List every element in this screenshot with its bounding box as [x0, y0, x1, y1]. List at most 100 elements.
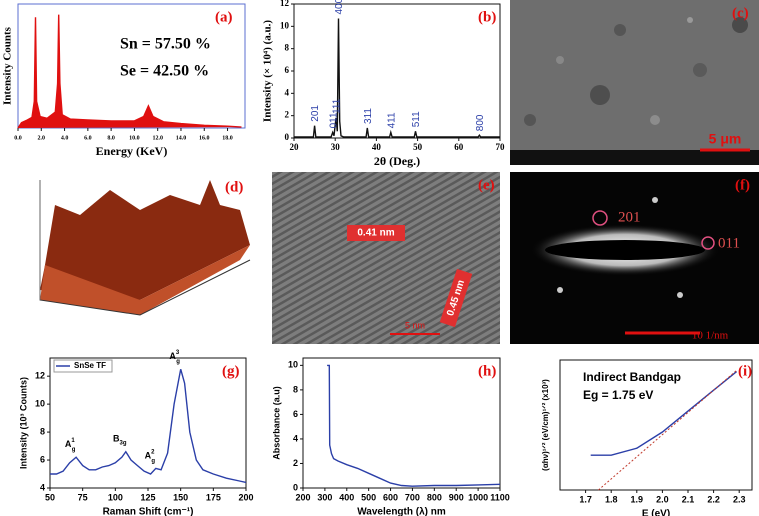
peak-label: 411 [386, 112, 397, 128]
x-tick-label: 8.0 [107, 135, 115, 141]
data-line [294, 18, 500, 138]
x-tick-label: 50 [45, 492, 55, 502]
x-tick-label: 14.0 [176, 135, 187, 141]
x-tick-label: 800 [427, 492, 442, 502]
peak-label: 311 [363, 108, 374, 124]
x-tick-label: 200 [295, 492, 310, 502]
peak-label: 111 [332, 98, 343, 114]
peak-label-sup: 2 [151, 449, 155, 455]
x-tick-label: 175 [206, 492, 221, 502]
ring-label: 201 [618, 209, 641, 225]
hrtem-image: 0.41 nm 0.45 nm 5 nm (e) [272, 172, 500, 344]
y-tick-label: 4 [285, 87, 290, 97]
annotation: Se = 42.50 % [120, 63, 209, 80]
y-tick-label: 2 [285, 110, 290, 120]
x-tick-label: 20 [290, 142, 300, 152]
x-tick-label: 500 [361, 492, 376, 502]
data-line [327, 364, 501, 487]
x-tick-label: 300 [317, 492, 332, 502]
x-tick-label: 1.8 [605, 494, 618, 504]
ring-label: 011 [718, 235, 740, 251]
x-tick-label: 1100 [490, 492, 510, 502]
y-tick-label: 12 [280, 0, 290, 8]
plot-frame [17, 3, 246, 129]
y-tick-label: 6 [285, 65, 290, 75]
peak-label: 511 [411, 111, 422, 127]
y-tick-label: 8 [285, 43, 290, 53]
scale-label: 5 μm [709, 131, 742, 147]
panel-label: (e) [478, 177, 495, 193]
x-tick-label: 4.0 [61, 135, 69, 141]
x-tick-label: 2.2 [707, 494, 720, 504]
plot-frame [302, 357, 501, 489]
peak-label-sub: g [72, 447, 76, 453]
peak-label-base: B [113, 434, 120, 444]
legend-box [53, 359, 113, 373]
y-axis-label: Intensity Counts [2, 26, 14, 105]
peak-label-base: A [65, 440, 72, 450]
x-tick-label: 6.0 [84, 135, 92, 141]
panel-label: (i) [738, 363, 752, 379]
panel-label: (c) [732, 5, 749, 21]
x-tick-label: 40 [372, 142, 382, 152]
x-tick-label: 50 [413, 142, 423, 152]
peak-label: 400 [334, 0, 345, 15]
x-tick-label: 200 [238, 492, 253, 502]
plot-frame [559, 359, 753, 491]
x-tick-label: 10.0 [129, 135, 140, 141]
peak-label: A1 g [65, 438, 76, 453]
peak-label-sup: 3 [176, 350, 180, 356]
y-tick-label: 8 [40, 426, 45, 436]
y-tick-label: 4 [293, 433, 298, 443]
x-tick-label: 125 [140, 492, 155, 502]
y-tick-label: 0 [285, 132, 290, 142]
x-axis-label: 2θ (Deg.) [374, 154, 420, 168]
x-tick-label: 2.0 [656, 494, 669, 504]
x-tick-label: 400 [339, 492, 354, 502]
y-tick-label: 12 [35, 371, 45, 381]
data-line [50, 369, 247, 484]
peak-label: A3 g [169, 350, 180, 365]
peak-label-base: A [169, 352, 176, 362]
x-tick-label: 75 [78, 492, 88, 502]
saed-image: 201 011 10 1/nm (f) [510, 172, 759, 344]
peak-label-sub: 3g [120, 440, 127, 446]
y-axis-label: Intensity (× 10⁴) (a.u.) [262, 20, 274, 122]
peak-label-sub: g [176, 359, 180, 365]
y-tick-label: 2 [293, 458, 298, 468]
peak-label: 800 [475, 114, 486, 131]
panel-label: (a) [215, 9, 233, 25]
annotation: Eg = 1.75 eV [583, 388, 653, 402]
x-tick-label: 2.1 [682, 494, 695, 504]
x-tick-label: 18.0 [222, 135, 233, 141]
x-tick-label: 700 [405, 492, 420, 502]
panel-label: (f) [735, 177, 750, 193]
y-tick-label: 10 [280, 20, 290, 30]
scale-label: 10 1/nm [692, 330, 729, 342]
peak-label: A2 g [145, 449, 156, 464]
x-axis-label: E (eV) [642, 509, 670, 516]
panel-label: (h) [478, 363, 496, 379]
y-tick-label: 8 [293, 384, 298, 394]
x-tick-label: 2.3 [733, 494, 746, 504]
annotation: Indirect Bandgap [583, 370, 681, 384]
scale-label: 5 nm [405, 320, 425, 330]
x-tick-label: 2.0 [38, 135, 46, 141]
plot-frame [49, 357, 247, 489]
afm-image: (d) [39, 179, 251, 316]
y-tick-label: 10 [288, 360, 298, 370]
y-axis-label: Intensity (10³ Counts) [18, 377, 28, 469]
x-tick-label: 150 [173, 492, 188, 502]
x-axis-label: Energy (KeV) [96, 144, 168, 158]
x-tick-label: 100 [108, 492, 123, 502]
sem-image: (c) 5 μm [510, 0, 759, 165]
y-axis-label: (αhν)¹ᐟ² (eV/cm)¹ᐟ² (x10³) [541, 379, 550, 471]
x-axis-label: Wavelength (λ) nm [357, 507, 446, 516]
panel-label: (g) [222, 363, 240, 379]
legend-label: SnSe TF [74, 361, 106, 370]
x-tick-label: 30 [331, 142, 341, 152]
data-line [17, 14, 242, 129]
y-tick-label: 0 [293, 482, 298, 492]
x-axis-label: Raman Shift (cm⁻¹) [103, 507, 194, 516]
peak-label: B3g [113, 434, 127, 446]
